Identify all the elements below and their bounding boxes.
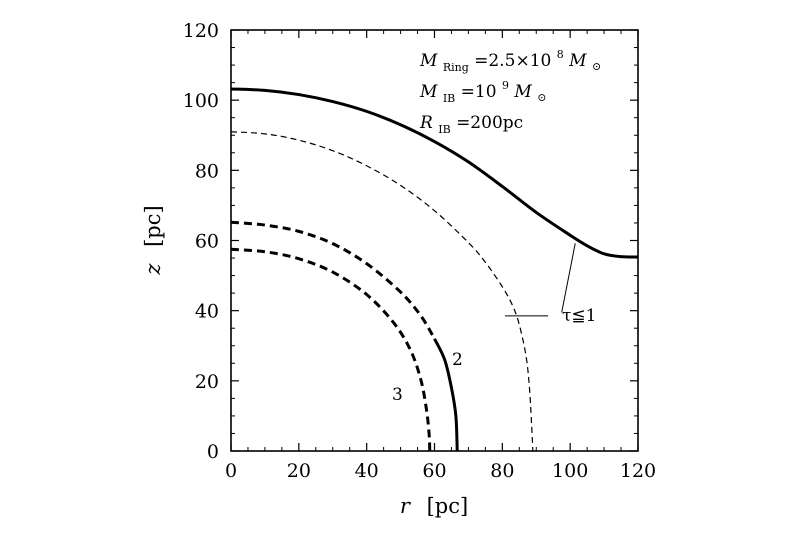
y-tick-label: 60 [195,231,219,253]
y-tick-label: 80 [195,160,219,182]
param-ring-unit: M [568,51,587,71]
param-ring-unit-sub: ⊙ [592,60,601,73]
tau-label: τ≦1 [562,306,596,326]
tick-labels: 0 20 40 60 80 100 120 0 20 40 60 80 100 120 [183,20,656,482]
param-ib-mass: M IB =10 9 M ⊙ [419,74,546,107]
plot-frame [230,29,639,452]
param-ring-var: M [419,51,438,71]
param-ib-sub: IB [443,92,455,105]
y-tick-label: 40 [195,301,219,323]
x-axis-variable: r [400,494,412,518]
curve-2-dashed [230,220,436,340]
curves-group [230,87,639,452]
x-axis-title: r [pc] [400,494,468,518]
y-axis-variable: z [141,263,165,276]
curve-tau-boundary [230,87,639,259]
param-ring-sub: Ring [443,61,469,74]
x-tick-label: 80 [490,460,514,482]
param-ib-radius: R IB =200pc [419,113,523,138]
y-axis-unit: [pc] [141,205,165,247]
param-ib-unit-sub: ⊙ [537,91,546,104]
x-tick-label: 100 [552,460,588,482]
param-rib-var: R [419,113,433,133]
curve-3 [230,247,432,452]
x-tick-label: 40 [355,460,379,482]
param-ib-value: =10 [461,82,497,102]
param-ring-value: =2.5×10 [474,51,551,71]
x-tick-label: 0 [225,460,237,482]
curve-thin-dashed [230,131,534,452]
param-ib-var: M [419,82,438,102]
y-tick-label: 20 [195,371,219,393]
param-rib-sub: IB [438,123,450,136]
y-tick-label: 120 [183,20,219,42]
y-tick-label: 100 [183,90,219,112]
x-tick-label: 60 [422,460,446,482]
x-tick-label: 20 [287,460,311,482]
param-ib-unit: M [513,82,532,102]
param-ring-mass: M Ring =2.5×10 8 M ⊙ [419,43,601,76]
y-tick-label: 0 [207,441,219,463]
curve-label-2: 2 [452,350,463,370]
x-tick-label: 120 [620,460,656,482]
x-axis-unit: [pc] [427,494,469,518]
param-ring-exp: 8 [557,48,564,61]
param-ib-exp: 9 [502,79,509,92]
curve-2-solid [433,338,459,452]
tau-leader-line [561,243,576,313]
y-axis-title: z [pc] [141,205,165,275]
curve-label-3: 3 [392,385,403,405]
param-rib-value: =200pc [456,113,523,133]
